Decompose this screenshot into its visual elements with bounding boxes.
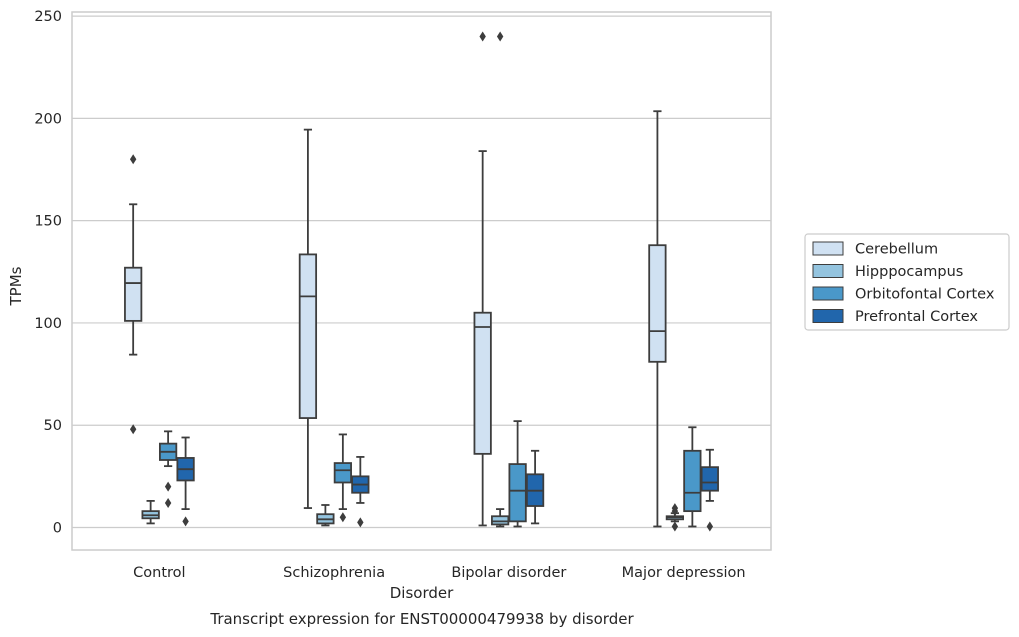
x-axis-ticks: Control Schizophrenia Bipolar disorder Majo… (133, 565, 745, 581)
outlier-point (129, 424, 137, 435)
legend-label: Prefrontal Cortex (855, 309, 978, 325)
box-prefrontal-cortex (176, 436, 195, 527)
box-prefrontal-cortex (700, 448, 719, 532)
box-iqr (491, 515, 510, 526)
legend-label: Orbitofontal Cortex (855, 287, 995, 303)
box-iqr (700, 466, 719, 492)
box-iqr (683, 449, 702, 513)
outlier-point (671, 506, 679, 517)
outlier-point (339, 512, 347, 523)
box-orbitofontal-cortex (158, 430, 178, 508)
boxes (124, 31, 719, 532)
x-axis-title: Disorder (390, 584, 454, 602)
box-hipppocampus (491, 31, 510, 528)
box-iqr (508, 463, 527, 523)
grid-lines (72, 15, 771, 529)
box-cerebellum (473, 31, 492, 527)
legend: Cerebellum Hipppocampus Orbitofontal Corte… (804, 233, 1010, 331)
box-cerebellum (648, 110, 667, 528)
y-tick-label: 150 (34, 214, 62, 230)
box-orbitofontal-cortex (333, 433, 352, 523)
outlier-point (129, 154, 137, 165)
outlier-point (357, 517, 364, 528)
y-tick-label: 50 (44, 418, 62, 434)
box-hipppocampus (316, 504, 335, 527)
box-iqr (473, 311, 492, 455)
outlier-point (182, 516, 189, 527)
legend-swatch (812, 241, 844, 256)
chart-caption: Transcript expression for ENST0000047993… (209, 610, 634, 628)
outlier-point (496, 31, 504, 42)
box-iqr (648, 244, 667, 363)
outlier-point (671, 521, 679, 532)
y-axis-ticks: 0 50 100 150 200 250 (34, 9, 62, 536)
box-cerebellum (298, 128, 318, 509)
box-orbitofontal-cortex (508, 420, 527, 528)
y-tick-label: 100 (34, 316, 62, 332)
box-cerebellum (124, 154, 143, 435)
outlier-point (706, 521, 714, 532)
box-prefrontal-cortex (525, 449, 545, 525)
legend-label: Hipppocampus (855, 264, 963, 280)
box-orbitofontal-cortex (683, 426, 702, 528)
legend-swatch (812, 286, 844, 301)
legend-swatch (812, 264, 844, 278)
box-hipppocampus (665, 503, 685, 532)
legend-swatch (812, 309, 844, 323)
y-axis-title: TPMs (7, 266, 25, 306)
box-prefrontal-cortex (351, 456, 370, 528)
plot-frame (71, 11, 772, 551)
outlier-point (164, 497, 172, 508)
legend-frame (804, 233, 1010, 331)
box-iqr (124, 266, 143, 322)
box-iqr (298, 253, 318, 419)
y-tick-label: 250 (34, 9, 62, 25)
x-tick-label: Major depression (622, 565, 746, 581)
outlier-point (164, 481, 172, 492)
box-iqr (333, 462, 352, 484)
x-tick-label: Schizophrenia (283, 565, 385, 581)
x-tick-label: Control (133, 565, 185, 581)
legend-label: Cerebellum (855, 242, 938, 258)
y-tick-label: 0 (53, 520, 62, 536)
box-hipppocampus (141, 500, 160, 525)
outlier-point (479, 31, 486, 42)
x-tick-label: Bipolar disorder (451, 565, 566, 581)
y-tick-label: 200 (34, 111, 62, 127)
